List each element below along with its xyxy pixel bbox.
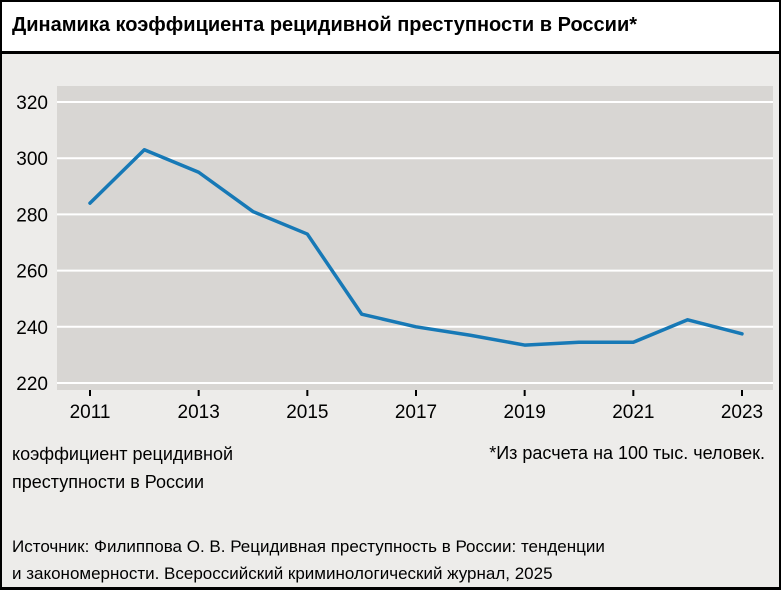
chart-title: Динамика коэффициента рецидивной преступ… — [12, 14, 638, 36]
y-tick-label: 300 — [16, 149, 48, 170]
x-tick-label: 2013 — [178, 402, 220, 423]
x-tick-label: 2011 — [70, 402, 111, 423]
x-tick-label: 2023 — [721, 402, 763, 423]
x-tick-label: 2021 — [612, 402, 654, 423]
source-line-2: и закономерности. Всероссийский криминол… — [12, 564, 553, 583]
series-legend: коэффициент рецидивной преступности в Ро… — [12, 440, 233, 496]
x-tick-label: 2019 — [504, 402, 546, 423]
y-tick-label: 220 — [16, 374, 48, 395]
footnote: *Из расчета на 100 тыс. человек. — [489, 443, 765, 463]
title-divider — [2, 51, 779, 54]
y-tick-label: 280 — [16, 205, 48, 226]
source-line-1: Источник: Филиппова О. В. Рецидивная пре… — [12, 537, 605, 556]
y-tick-label: 240 — [16, 318, 48, 339]
series-line — [88, 148, 744, 347]
x-tick-label: 2017 — [395, 402, 437, 423]
title-bar: Динамика коэффициента рецидивной преступ… — [2, 2, 779, 51]
source-text: Источник: Филиппова О. В. Рецидивная пре… — [12, 533, 605, 587]
y-tick-label: 320 — [16, 93, 48, 114]
x-tick-label: 2015 — [286, 402, 328, 423]
plot-area — [57, 86, 773, 390]
series-legend-line-1: коэффициент рецидивной — [12, 444, 234, 464]
y-tick-label: 260 — [16, 262, 48, 283]
series-legend-line-2: преступности в России — [12, 472, 205, 492]
